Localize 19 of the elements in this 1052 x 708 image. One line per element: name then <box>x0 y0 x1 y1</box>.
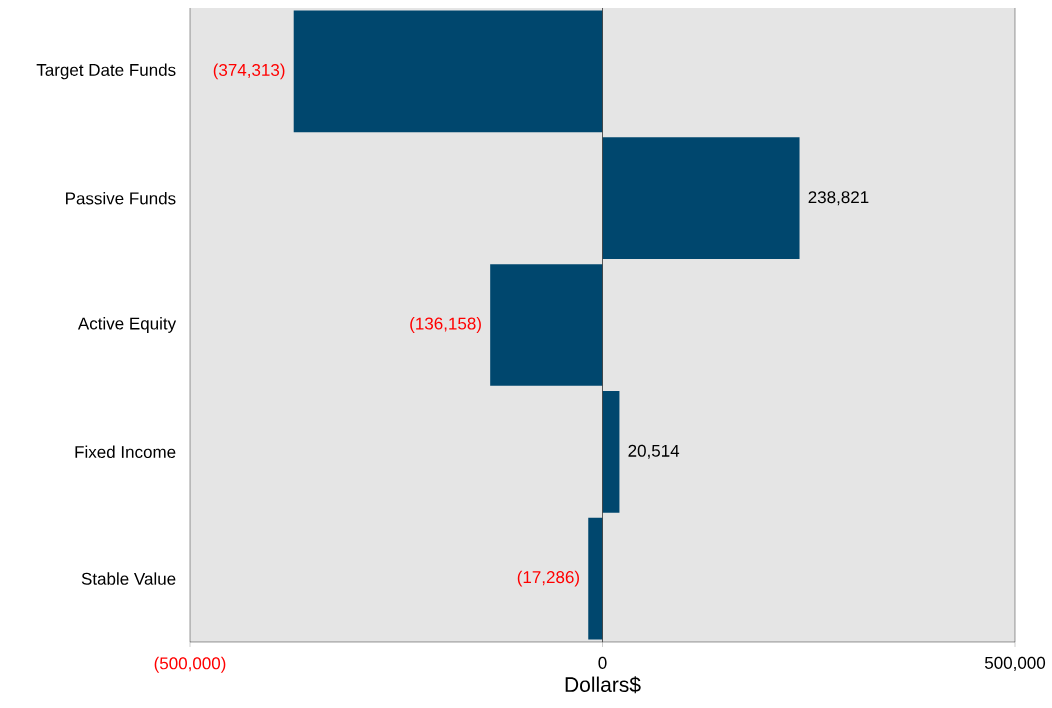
bar <box>602 390 620 513</box>
data-label: (374,313) <box>213 63 285 80</box>
x-tick-label: (500,000) <box>154 656 226 673</box>
data-label: 20,514 <box>628 444 680 459</box>
y-tick-label: Fixed Income <box>75 445 176 459</box>
bar <box>588 517 603 640</box>
y-tick-label: Stable Value <box>81 572 176 585</box>
x-tick-label: 500,000 <box>984 656 1046 671</box>
y-tick-label: Active Equity <box>77 317 177 333</box>
data-label: 238,821 <box>808 191 869 206</box>
x-axis-title: Dollars$ <box>565 676 641 694</box>
y-tick-label: Passive Funds <box>66 191 176 205</box>
bar <box>293 10 603 133</box>
y-tick-label: Target Date Funds <box>36 63 176 80</box>
bar <box>490 264 603 386</box>
x-tick-label: 0 <box>598 656 607 669</box>
data-label: (17,286) <box>517 570 579 587</box>
data-label: (136,158) <box>410 317 481 333</box>
bar <box>602 137 800 260</box>
